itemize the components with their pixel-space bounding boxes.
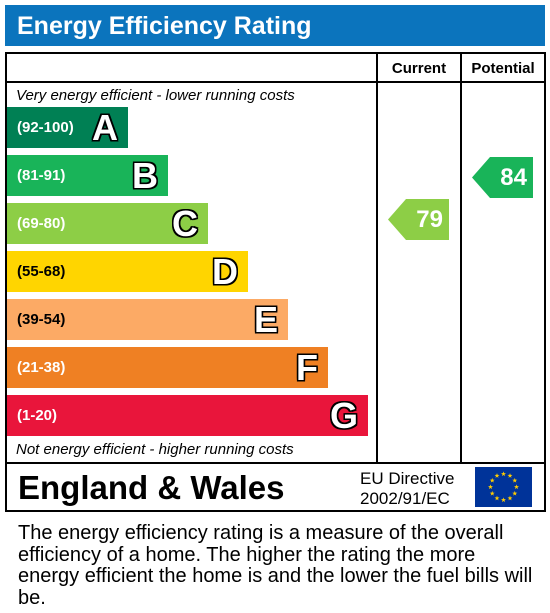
eu-star [512,477,518,483]
current-rating-value: 79 [416,206,443,233]
eu-flag-icon [475,467,532,507]
band-letter: G [329,395,358,436]
band-f: (21-38) F [7,347,328,388]
band-a: (92-100) A [7,107,128,148]
note-very-efficient: Very energy efficient - lower running co… [16,87,295,104]
band-range-label: (69-80) [17,215,66,232]
eu-star [494,473,500,478]
note-not-efficient: Not energy efficient - higher running co… [16,441,294,458]
band-d: (55-68) D [7,251,248,292]
eu-star [488,484,493,490]
band-letter: F [296,347,318,388]
band-g: (1-20) G [7,395,368,436]
band-range-label: (81-91) [17,167,66,184]
eu-directive-number: 2002/91/EC [360,489,450,508]
current-arrow-shape [388,199,449,240]
potential-arrow-shape [472,157,533,198]
eu-star [507,495,513,501]
band-c: (69-80) C [7,203,208,244]
potential-rating-value: 84 [500,164,527,191]
band-range-label: (92-100) [17,119,74,136]
column-divider-potential [460,52,462,464]
band-letter: D [212,251,238,292]
column-header-potential: Potential [471,60,535,77]
eu-star [501,471,506,477]
eu-directive-label: EU Directive [360,469,455,488]
footer-row-divider [5,462,546,464]
eu-star [501,497,506,503]
eu-star [514,484,519,490]
chart-title: Energy Efficiency Rating [17,12,312,40]
band-b: (81-91) B [7,155,168,196]
header-bar: Energy Efficiency Rating [5,5,545,46]
eu-star [494,495,500,501]
band-range-label: (21-38) [17,359,66,376]
eu-star [489,477,495,483]
eu-star [507,473,513,478]
band-range-label: (39-54) [17,311,66,328]
band-e: (39-54) E [7,299,288,340]
band-letter: C [172,203,198,244]
column-divider-current [376,52,378,464]
band-range-label: (55-68) [17,263,66,280]
rating-table [5,52,546,512]
band-range-label: (1-20) [17,407,58,424]
description-text: The energy efficiency rating is a measur… [18,522,533,609]
eu-star [512,490,518,496]
potential-rating-arrow: 84 [472,157,533,198]
column-header-current: Current [391,60,447,77]
region-label: England & Wales [18,469,285,506]
eu-star [489,490,495,496]
band-letter: B [132,155,158,196]
band-letter: A [92,107,118,148]
current-rating-arrow: 79 [388,199,449,240]
band-letter: E [253,299,278,340]
header-row-divider [5,81,546,83]
